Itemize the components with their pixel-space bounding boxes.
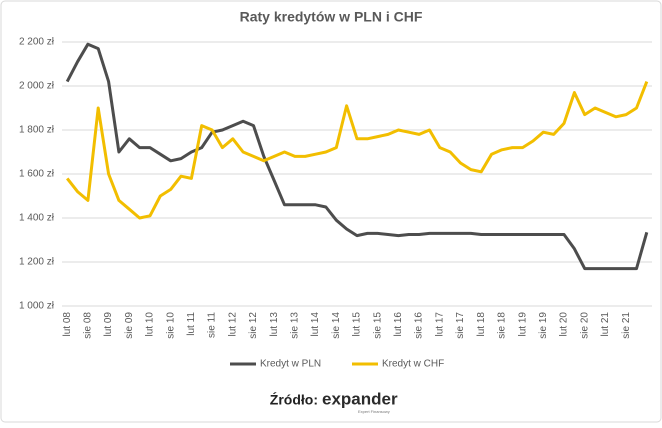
x-tick-label: lut 12 — [227, 312, 238, 337]
x-tick-label: lut 10 — [145, 312, 156, 337]
x-tick-label: sie 19 — [538, 312, 549, 339]
x-tick-label: lut 17 — [434, 312, 445, 337]
x-tick-label: sie 16 — [414, 312, 425, 339]
x-tick-label: lut 19 — [517, 312, 528, 337]
y-tick-label: 2 000 zł — [19, 81, 55, 92]
x-tick-label: lut 08 — [62, 312, 73, 337]
x-tick-label: sie 20 — [579, 312, 590, 339]
source-label: Źródło: — [270, 392, 318, 408]
legend-label: Kredyt w CHF — [382, 359, 444, 370]
logo-tagline: Expert Finansowy — [358, 409, 390, 414]
logo: expander — [322, 389, 398, 408]
x-tick-label: sie 08 — [83, 312, 94, 339]
x-tick-label: sie 15 — [372, 312, 383, 339]
x-tick-label: lut 13 — [269, 312, 280, 337]
y-tick-label: 1 600 zł — [19, 169, 55, 180]
series-line — [65, 42, 649, 271]
x-tick-label: sie 18 — [497, 312, 508, 339]
y-tick-label: 1 000 zł — [19, 301, 55, 312]
x-tick-label: lut 16 — [393, 312, 404, 337]
series-line — [66, 81, 649, 220]
x-tick-label: sie 11 — [207, 312, 218, 338]
x-tick-label: lut 21 — [600, 312, 611, 337]
y-tick-label: 1 400 zł — [19, 213, 55, 224]
x-tick-label: sie 09 — [124, 312, 135, 339]
chart-title: Raty kredytów w PLN i CHF — [240, 9, 423, 25]
x-tick-label: lut 18 — [476, 312, 487, 337]
x-tick-label: sie 13 — [290, 312, 301, 339]
x-tick-label: sie 17 — [455, 312, 466, 339]
x-tick-label: sie 21 — [621, 312, 632, 339]
x-tick-label: sie 10 — [165, 312, 176, 339]
y-tick-label: 2 200 zł — [19, 37, 55, 48]
x-tick-label: sie 12 — [248, 312, 259, 339]
x-tick-label: sie 14 — [331, 312, 342, 339]
x-tick-label: lut 20 — [559, 312, 570, 337]
x-tick-label: lut 11 — [186, 312, 197, 336]
y-tick-label: 1 200 zł — [19, 257, 55, 268]
y-tick-label: 1 800 zł — [19, 125, 55, 136]
legend-label: Kredyt w PLN — [260, 359, 321, 370]
x-tick-label: lut 15 — [352, 312, 363, 337]
x-tick-label: lut 14 — [310, 312, 321, 337]
x-tick-label: lut 09 — [103, 312, 114, 337]
